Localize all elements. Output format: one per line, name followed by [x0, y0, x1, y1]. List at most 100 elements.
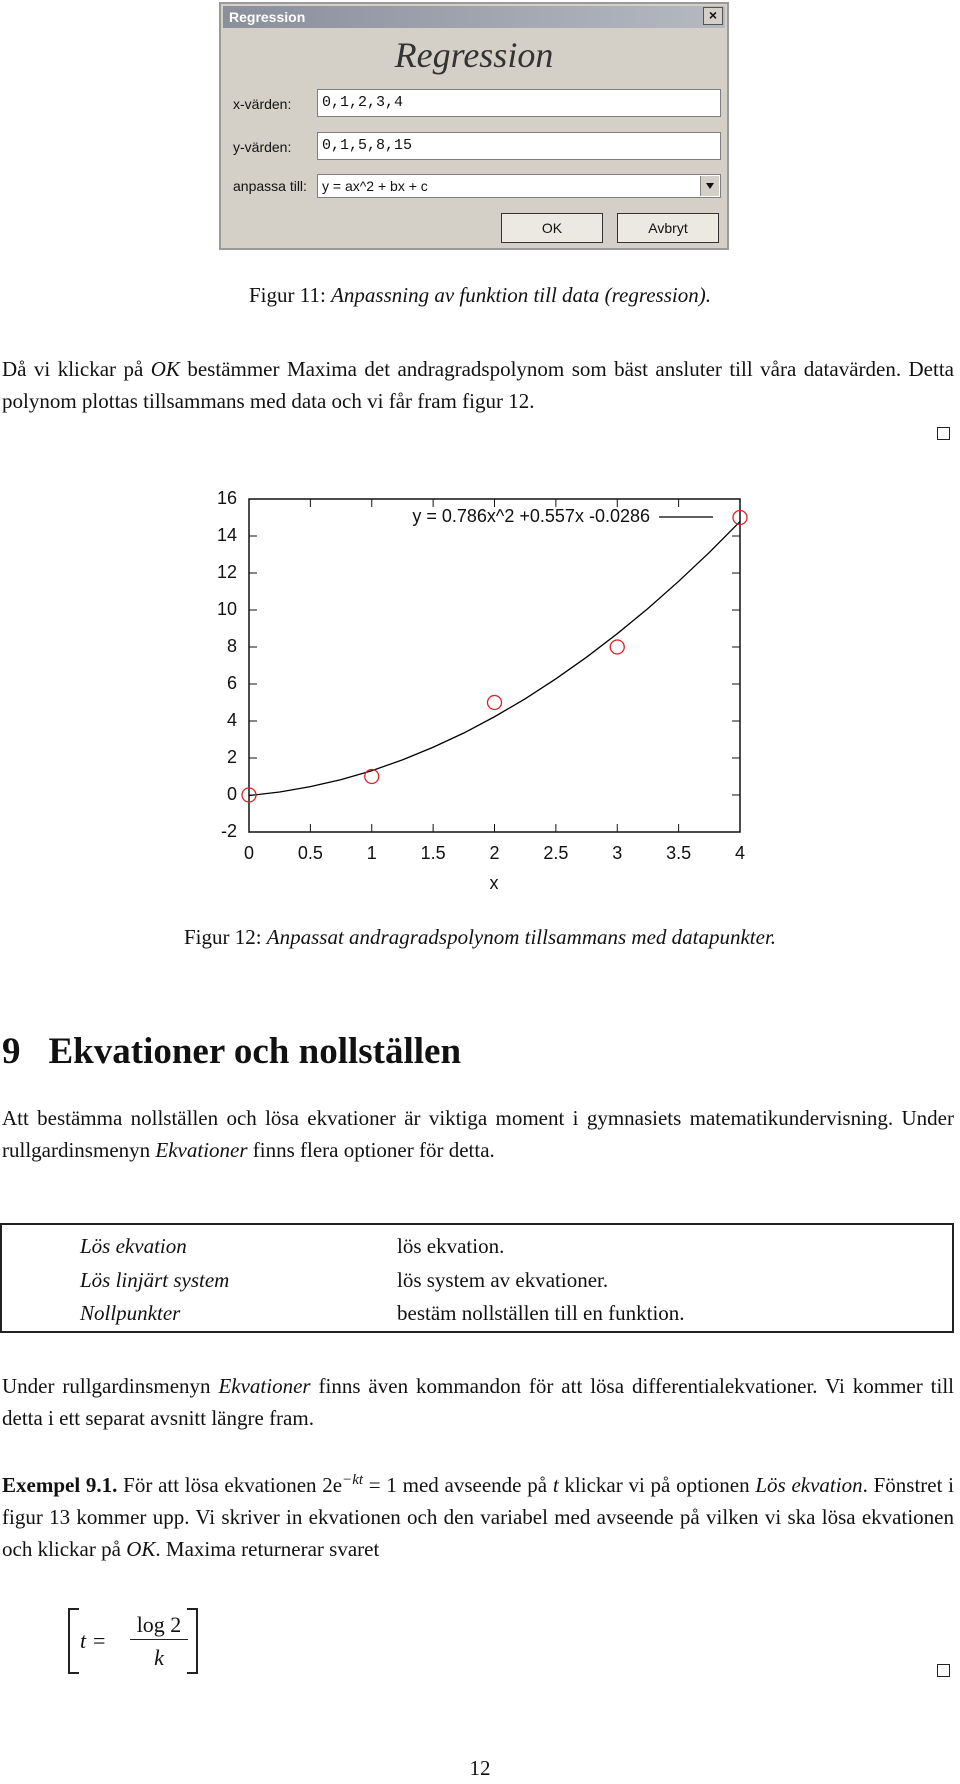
text: OK	[126, 1537, 156, 1561]
math: 2e	[322, 1473, 343, 1497]
y-tick-label: 14	[217, 525, 237, 545]
x-tick-label: 4	[735, 843, 745, 863]
section-title: Ekvationer och nollställen	[48, 1031, 462, 1072]
math: = 1	[363, 1473, 397, 1497]
data-point	[609, 639, 625, 655]
table-row: Nollpunkter bestäm nollställen till en fu…	[1, 1298, 953, 1332]
menu-item: Nollpunkter	[80, 1300, 181, 1325]
figure-caption: Figur 12: Anpassat andragradspolynom til…	[0, 925, 960, 950]
description: bestäm nollställen till en funktion.	[397, 1300, 685, 1325]
data-point	[364, 768, 380, 785]
math: t	[552, 1473, 559, 1497]
menu-item: Lös ekvation	[80, 1234, 187, 1258]
table-row: Lös ekvation lös ekvation.	[1, 1224, 953, 1265]
x-tick-label: 2.5	[543, 843, 568, 863]
field-label: x-värden:	[233, 96, 292, 112]
text: med avseende på	[396, 1473, 553, 1497]
dialog-heading: Regression	[394, 35, 554, 75]
field-label: anpassa till:	[233, 178, 307, 194]
text-input[interactable]: 0,1,5,8,15	[317, 132, 721, 160]
example-label: Exempel 9.1.	[2, 1473, 118, 1497]
x-tick-label: 1	[367, 843, 377, 863]
text: . Fönstret i figur 13 kommer upp. Vi skr…	[2, 1473, 955, 1561]
paragraph: Då vi klickar på OK bestämmer Maxima det…	[2, 353, 954, 417]
text: bestämmer Maxima det andragradspolynom s…	[2, 357, 954, 413]
y-tick-label: 16	[217, 488, 237, 508]
result-brackets: t = log 2 k	[68, 1608, 198, 1674]
data-point	[241, 787, 257, 803]
y-tick-label: 2	[227, 747, 237, 767]
text: Ekvationer	[218, 1374, 311, 1398]
dropdown[interactable]: y = ax^2 + bx + c	[317, 174, 721, 198]
paragraph: Att bestämma nollställen och lösa ekvati…	[2, 1102, 954, 1166]
text: finns flera optioner för detta.	[247, 1138, 495, 1162]
figure-caption: Figur 11: Anpassning av funktion till da…	[0, 283, 960, 308]
description: lös ekvation.	[397, 1234, 505, 1258]
page-number: 12	[469, 1756, 491, 1780]
text: Under rullgardinsmenyn	[2, 1374, 219, 1398]
section-number: 9	[2, 1031, 21, 1072]
text: Att bestämma nollställen och lösa ekvati…	[2, 1106, 954, 1162]
caption-text: Anpassat andragradspolynom tillsammans m…	[266, 925, 777, 949]
table-row: Lös linjärt system lös system av ekvation…	[1, 1265, 953, 1298]
y-tick-label: 0	[227, 784, 237, 804]
regression-dialog: Regression × Regression x-värden: 0,1,2,…	[219, 2, 729, 250]
numerator: log 2	[130, 1611, 188, 1640]
bracket-edge	[70, 1672, 79, 1674]
description: lös system av ekvationer.	[397, 1267, 609, 1292]
text-input[interactable]: 0,1,2,3,4	[317, 89, 721, 117]
text: finns även kommandon för att lösa differ…	[2, 1374, 954, 1430]
x-tick-label: 0	[244, 843, 254, 863]
x-tick-label: 3	[612, 843, 622, 863]
x-tick-label: 0.5	[298, 843, 323, 863]
y-tick-label: 6	[227, 673, 237, 693]
example: Exempel 9.1. För att lösa ekvationen 2e−…	[2, 1464, 954, 1565]
field-label: y-värden:	[233, 139, 292, 155]
text: Lös ekvation	[755, 1473, 863, 1497]
section-heading: 9 Ekvationer och nollställen	[2, 1030, 461, 1073]
x-axis-label: x	[490, 873, 499, 893]
text: OK	[150, 357, 180, 381]
y-tick-label: -2	[221, 821, 237, 841]
data-point	[486, 694, 503, 711]
dropdown-value: y = ax^2 + bx + c	[322, 178, 428, 194]
fit-curve	[248, 521, 741, 797]
x-tick-label: 1.5	[421, 843, 446, 863]
denominator: k	[154, 1645, 164, 1670]
qed-box	[937, 427, 950, 440]
math-exponent: −kt	[342, 1472, 364, 1488]
y-tick-label: 8	[227, 636, 237, 656]
bracket-edge	[187, 1608, 196, 1610]
menu-item: Lös linjärt system	[80, 1267, 230, 1292]
plot-frame	[248, 498, 741, 833]
data-point	[732, 509, 748, 526]
caption-label: Figur 11:	[249, 283, 326, 307]
y-tick-label: 4	[227, 710, 237, 730]
y-tick-label: 12	[217, 562, 237, 582]
ok-button[interactable]: OK	[501, 213, 603, 243]
result-lhs: t =	[80, 1628, 107, 1653]
dropdown-arrow[interactable]	[700, 176, 719, 196]
paragraph: Under rullgardinsmenyn Ekvationer finns …	[2, 1370, 954, 1434]
y-tick-label: 10	[217, 599, 237, 619]
x-tick-label: 3.5	[666, 843, 691, 863]
legend-label: y = 0.786x^2 +0.557x -0.0286	[412, 506, 650, 526]
cancel-button[interactable]: Avbryt	[617, 213, 719, 243]
window-title: Regression	[223, 6, 725, 28]
x-tick-label: 2	[489, 843, 499, 863]
caption-label: Figur 12:	[183, 925, 262, 949]
text: klickar vi på optionen	[558, 1473, 756, 1497]
menu-table: Lös ekvation lös ekvation. Lös linjärt sys…	[0, 1223, 954, 1333]
text: Ekvationer	[155, 1138, 248, 1162]
caption-text: Anpassning av funktion till data (regres…	[331, 283, 711, 307]
qed-box	[937, 1664, 950, 1677]
text: . Maxima returnerar svaret	[155, 1537, 380, 1561]
bracket-edge	[187, 1672, 196, 1674]
text: För att lösa ekvationen	[117, 1473, 323, 1497]
bracket-edge	[70, 1608, 79, 1610]
text: Då vi klickar på	[2, 357, 151, 381]
chart: x -2 0 2 4 6 8 10 12 14 16 0 0.5 1 1.5 2 2.5 3 3.5 4 y = 0.…	[217, 488, 748, 893]
close-button[interactable]: ×	[703, 7, 723, 25]
